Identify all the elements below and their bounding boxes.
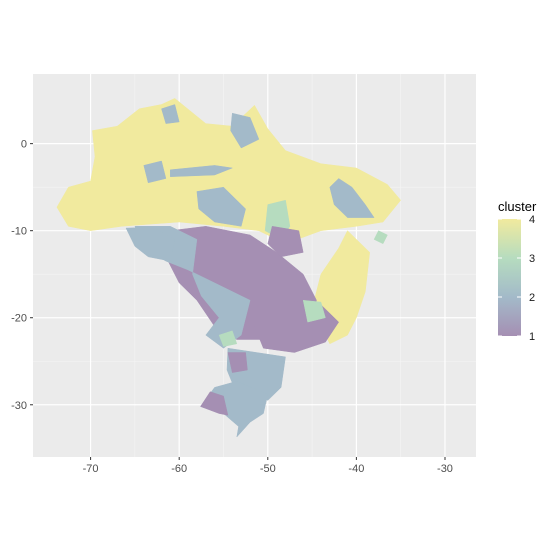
legend-colorbar: [498, 219, 521, 336]
x-tick-label: -50: [260, 463, 276, 475]
y-tick-label: -30: [11, 400, 27, 412]
region-roraima-patch: [161, 104, 180, 124]
legend-ticks: 4 3 2 1: [498, 214, 535, 343]
region-north-central-patch: [196, 186, 246, 227]
region-north-amazon: [56, 98, 402, 244]
x-axis: -70 -60 -50 -40 -30: [83, 457, 453, 475]
region-amazon-river-strip: [170, 165, 234, 177]
y-tick-label: -10: [11, 226, 27, 238]
map-regions: [56, 98, 402, 438]
region-southeast-small-a: [302, 300, 326, 323]
legend-break-label: 4: [529, 214, 535, 226]
plot-panel: [33, 74, 476, 457]
y-tick-label: -20: [11, 313, 27, 325]
x-tick-label: -40: [348, 463, 364, 475]
legend: cluster 4 3 2 1: [498, 199, 537, 343]
region-mato-grosso-sul-south: [218, 330, 238, 347]
x-tick-label: -30: [437, 463, 453, 475]
region-north-west-patch: [143, 160, 167, 184]
region-tocantins-east: [267, 226, 304, 258]
x-tick-label: -70: [83, 463, 99, 475]
region-east-coast-spot: [373, 230, 388, 245]
legend-title: cluster: [498, 199, 537, 214]
y-axis: 0 -10 -20 -30: [11, 139, 33, 412]
region-amapa-strip: [230, 112, 260, 149]
region-northeast-interior-band: [329, 178, 375, 218]
y-tick-label: 0: [21, 139, 27, 151]
x-tick-label: -60: [171, 463, 187, 475]
legend-break-label: 1: [529, 331, 535, 343]
legend-break-label: 2: [529, 292, 535, 304]
region-south-west-pocket: [200, 391, 229, 416]
region-south-parana-west: [227, 352, 248, 373]
region-rondonia: [125, 226, 176, 262]
legend-break-label: 3: [529, 253, 535, 265]
